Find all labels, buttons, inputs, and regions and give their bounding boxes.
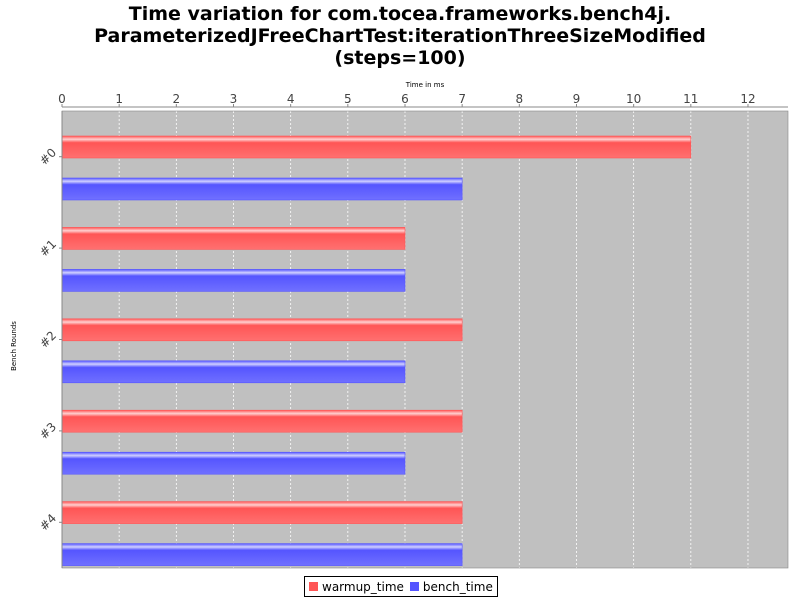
x-tick-label-7: 7 [458, 92, 466, 106]
y-tick-label-0: #0 [37, 145, 59, 167]
chart-title-line-2: ParameterizedJFreeChartTest:iterationThr… [94, 25, 706, 47]
legend-swatch-warmup [309, 582, 318, 591]
bar-warmup_time-1 [61, 227, 406, 250]
legend-label-bench: bench_time [422, 579, 493, 594]
y-tick-label-1: #1 [37, 237, 59, 259]
bar-warmup_time-4 [61, 501, 463, 524]
bar-bench_time-3 [61, 451, 406, 475]
bar-bench_time-0 [61, 177, 463, 201]
legend-item-warmup: warmup_time [309, 580, 404, 594]
legend: warmup_time bench_time [304, 576, 498, 597]
chart-title-line-1: Time variation for com.tocea.frameworks.… [128, 3, 672, 25]
y-tick-label-2: #2 [37, 328, 59, 350]
x-tick-label-0: 0 [58, 92, 66, 106]
x-axis-label: Time in ms [405, 81, 445, 89]
legend-item-bench: bench_time [409, 579, 493, 594]
bar-bench_time-1 [61, 269, 406, 292]
legend-label-warmup: warmup_time [322, 579, 404, 594]
plot-border [61, 110, 789, 569]
x-tick-label-2: 2 [173, 92, 181, 106]
x-tick-label-4: 4 [287, 92, 295, 106]
bar-bench_time-4 [61, 543, 463, 566]
x-tick-label-5: 5 [344, 92, 352, 106]
chart-title-line-3: (steps=100) [334, 47, 466, 69]
x-tick-label-3: 3 [230, 92, 238, 106]
x-tick-label-1: 1 [115, 92, 123, 106]
x-tick-label-12: 12 [740, 92, 755, 106]
bar-warmup_time-2 [61, 318, 463, 342]
x-tick-label-10: 10 [626, 92, 641, 106]
y-tick-label-4: #4 [37, 511, 59, 533]
bar-chart: #0#1#2#3#40 1 2 3 4 5 6 7 8 9 10 11 12 Time in ms Be… [10, 81, 789, 569]
bar-bench_time-2 [61, 360, 406, 384]
y-tick-label-3: #3 [37, 420, 59, 442]
x-tick-label-11: 11 [683, 92, 698, 106]
legend-swatch-bench [409, 582, 419, 591]
y-axis-label: Bench Rounds [10, 321, 18, 371]
x-tick-label-9: 9 [573, 92, 581, 106]
bar-warmup_time-0 [61, 135, 692, 159]
x-tick-label-8: 8 [516, 92, 524, 106]
bar-warmup_time-3 [61, 409, 463, 433]
x-tick-label-6: 6 [401, 92, 409, 106]
